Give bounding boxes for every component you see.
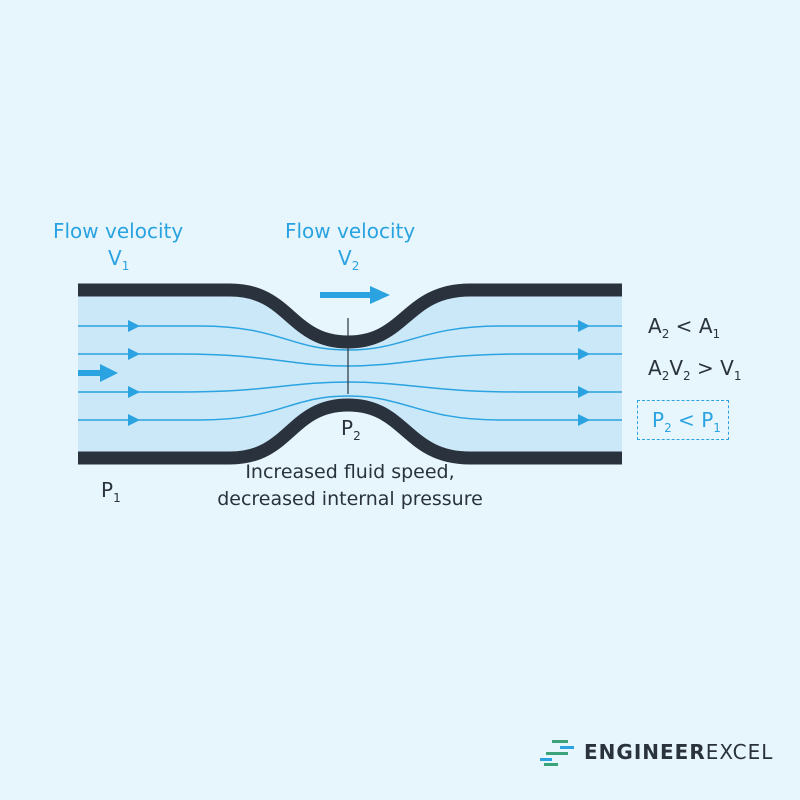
r3-b: P [701,408,714,432]
r2-b: V [720,356,734,380]
r2-c-sub: 2 [683,369,691,383]
p2-label: P2 [341,418,361,442]
p1-label: P1 [101,480,121,504]
caption-line-1: Increased fluid speed, [245,461,455,483]
v2-label: V2 [338,248,359,272]
v1-title: Flow velocity [53,219,184,243]
p2-sub: 2 [353,429,361,443]
p1-sub: 1 [113,491,121,505]
r1-op: < [669,314,699,338]
p2-symbol: P [341,416,354,440]
v2-title: Flow velocity [285,219,416,243]
arrowhead-icon [128,386,140,398]
arrowhead-icon [578,386,590,398]
pressure-relation-box [637,400,729,440]
fluid-region [78,290,622,458]
r3-a-sub: 2 [664,421,672,435]
v2-sub: 2 [351,259,360,273]
r1-a: A [648,314,662,338]
caption-line-2: decreased internal pressure [217,488,483,510]
p1-symbol: P [101,478,114,502]
r3-b-sub: 1 [713,421,721,435]
arrowhead-icon [578,414,590,426]
velocity-relation: A2V2 > V1 [648,358,741,382]
flow-arrow-icon [78,364,118,382]
area-relation: A2 < A1 [648,316,720,340]
logo-text-light: EXCEL [705,740,774,764]
arrowhead-icon [128,348,140,360]
r1-b: A [698,314,713,338]
arrowhead-icon [128,414,140,426]
v1-symbol: V [108,246,122,270]
v2-symbol: V [338,246,352,270]
pipe-bottom-wall [78,398,622,465]
r2-a: A [648,356,662,380]
streamline [78,395,622,421]
flow-arrow-icon [320,286,390,304]
arrowhead-icon [128,320,140,332]
r1-a-sub: 2 [661,327,670,341]
r2-b-sub: 1 [733,369,742,383]
logo-mark-icon [540,740,574,766]
r3-a: P [652,408,665,432]
r2-c: V [669,356,684,380]
arrowhead-icon [578,348,590,360]
r2-op: > [690,356,721,380]
v1-sub: 1 [121,259,130,273]
r1-b-sub: 1 [712,327,721,341]
v1-label: V1 [108,248,129,272]
pressure-relation: P2 < P1 [652,410,721,434]
arrowhead-icon [578,320,590,332]
r3-op: < [671,408,702,432]
engineerexcel-logo: ENGINEEREXCEL [540,738,773,766]
r2-a-sub: 2 [661,369,670,383]
logo-text-bold: ENGINEER [584,740,706,764]
